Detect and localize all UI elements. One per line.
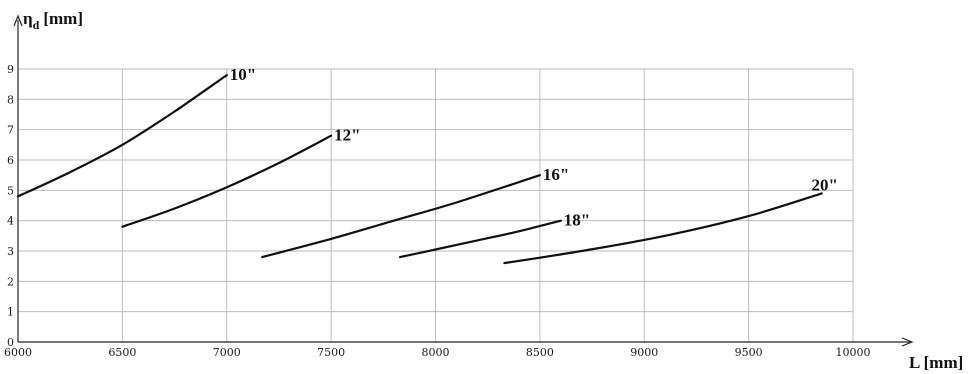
y-tick-label-9: 9 [7, 63, 14, 76]
series-line-16in [261, 174, 541, 259]
x-tick-label-6000: 6000 [4, 346, 32, 359]
x-axis-label: L [mm] [909, 353, 963, 372]
y-tick-label-4: 4 [7, 215, 14, 228]
y-axis-label-symbol: η [23, 9, 33, 28]
series-line-20in [503, 192, 823, 265]
axes [13, 14, 914, 347]
y-tick-label-7: 7 [7, 124, 14, 137]
series-label-10in: 10" [230, 65, 256, 84]
x-tick-label-9500: 9500 [735, 346, 763, 359]
series [16, 74, 823, 265]
x-tick-label-9000: 9000 [630, 346, 658, 359]
series-line-10in [16, 74, 228, 198]
x-tick-label-7000: 7000 [213, 346, 241, 359]
y-axis-label-subscript: d [33, 18, 40, 32]
series-line-18in [398, 219, 562, 259]
y-tick-label-3: 3 [7, 245, 14, 258]
series-label-20in: 20" [811, 175, 837, 194]
x-tick-label-7500: 7500 [317, 346, 345, 359]
y-tick-label-5: 5 [7, 184, 14, 197]
series-labels: 10" 12" 16" 18" 20" [230, 65, 838, 230]
series-line-12in [121, 134, 333, 228]
x-tick-label-10000: 10000 [836, 346, 871, 359]
y-axis-arrow [13, 14, 23, 27]
series-label-16in: 16" [543, 165, 569, 184]
gridlines [18, 68, 854, 342]
y-tick-label-0: 0 [7, 336, 14, 349]
x-tick-label-6500: 6500 [108, 346, 136, 359]
x-axis-arrow [901, 337, 914, 347]
tick-labels: 6000 6500 7000 7500 8000 8500 9000 9500 10000012… [4, 63, 871, 359]
series-label-12in: 12" [334, 126, 360, 145]
y-axis-label: ηd [mm] [23, 9, 83, 32]
series-label-18in: 18" [564, 211, 590, 230]
y-tick-label-1: 1 [7, 306, 14, 319]
x-tick-label-8500: 8500 [526, 346, 554, 359]
y-tick-label-2: 2 [7, 275, 14, 288]
x-tick-label-8000: 8000 [422, 346, 450, 359]
y-tick-label-8: 8 [7, 93, 14, 106]
y-tick-label-6: 6 [7, 154, 14, 167]
y-axis-label-unit: [mm] [43, 9, 83, 28]
